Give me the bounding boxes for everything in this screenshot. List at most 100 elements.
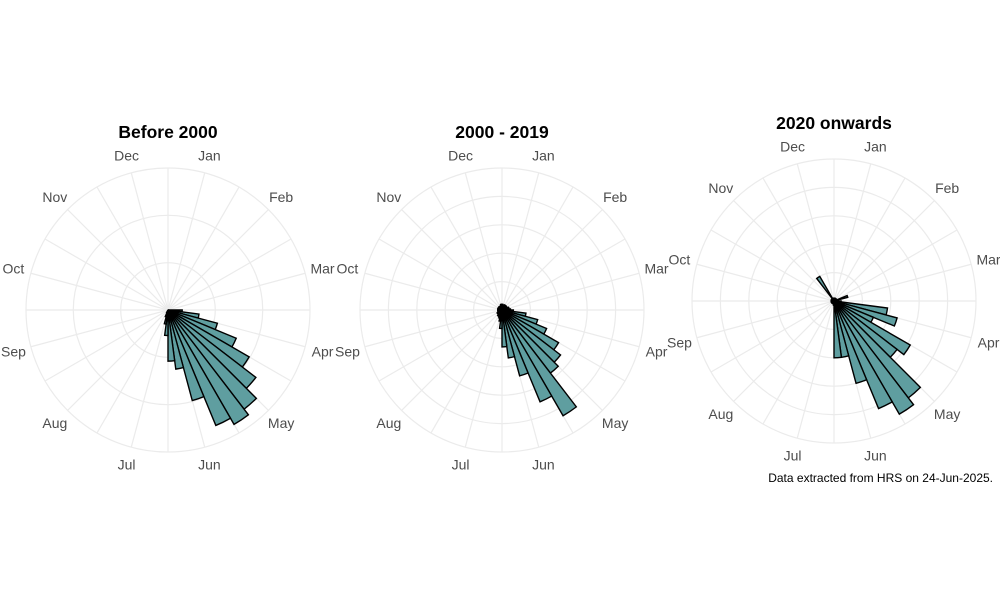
chart-panel-before-2000: Before 2000 Jan Feb Mar Apr May Jun Jul Aug Sep Oc… xyxy=(1,122,335,473)
grid-spoke xyxy=(167,209,269,311)
grid-spoke xyxy=(167,238,292,311)
month-label: Oct xyxy=(3,261,25,277)
bar-19 xyxy=(501,309,578,417)
month-label: Jan xyxy=(532,147,555,163)
chart-panel-2000-2019: 2000 - 2019 Jan Feb Mar Apr May Jun Jul Aug Sep Oc… xyxy=(335,122,669,473)
bar-16 xyxy=(833,300,912,356)
month-label: Jul xyxy=(452,457,470,473)
month-label: Apr xyxy=(978,334,1000,350)
month-label: Nov xyxy=(708,180,733,196)
month-label: Sep xyxy=(1,343,26,359)
month-label: Feb xyxy=(935,180,959,196)
bar-19 xyxy=(833,300,915,416)
bar-20 xyxy=(167,309,232,427)
month-label: Aug xyxy=(42,415,67,431)
grid-spoke xyxy=(796,300,835,439)
grid-spoke xyxy=(430,186,503,311)
month-label: Aug xyxy=(376,415,401,431)
grid-spoke xyxy=(796,163,835,302)
bar-21 xyxy=(501,309,529,377)
grid-spoke xyxy=(501,209,603,311)
month-label: Mar xyxy=(310,261,334,277)
bar-27 xyxy=(165,309,169,314)
bar-21 xyxy=(167,309,205,402)
bar-22 xyxy=(501,309,516,359)
grid-spoke xyxy=(501,238,626,311)
bar-23 xyxy=(833,300,843,359)
month-label: Feb xyxy=(603,189,627,205)
month-label: Oct xyxy=(669,252,691,268)
grid-spoke xyxy=(364,272,503,311)
grid-spoke xyxy=(733,200,835,302)
bar-23 xyxy=(501,309,508,348)
grid-spoke xyxy=(464,309,503,448)
grid-spoke xyxy=(67,209,169,311)
grid-spoke xyxy=(833,177,906,302)
month-label: Jul xyxy=(784,448,802,464)
month-label: Dec xyxy=(114,147,139,163)
chart-title: 2000 - 2019 xyxy=(455,122,549,142)
bar-19 xyxy=(167,309,250,426)
grid-spoke xyxy=(44,309,169,382)
grid-spoke xyxy=(167,272,306,311)
bar-43 xyxy=(815,275,835,302)
bar-21 xyxy=(833,300,868,385)
grid-spoke xyxy=(501,272,640,311)
grid-spoke xyxy=(833,163,872,302)
grid-spoke xyxy=(833,229,958,302)
grid-spoke xyxy=(378,238,503,311)
grid-spoke xyxy=(30,272,169,311)
month-label: Nov xyxy=(376,189,401,205)
grid-spoke xyxy=(501,172,540,311)
grid-spoke xyxy=(44,238,169,311)
month-label: Oct xyxy=(337,261,359,277)
month-label: Dec xyxy=(448,147,473,163)
month-label: Nov xyxy=(42,189,67,205)
month-label: May xyxy=(602,415,628,431)
grid-spoke xyxy=(464,172,503,311)
grid-spoke xyxy=(501,186,574,311)
grid-spoke xyxy=(833,263,972,302)
grid-spoke xyxy=(130,172,169,311)
bar-20 xyxy=(833,300,894,410)
month-label: Jan xyxy=(864,138,887,154)
grid-spoke xyxy=(364,309,503,348)
month-label: Dec xyxy=(780,138,805,154)
grid-spoke xyxy=(710,229,835,302)
grid-spoke xyxy=(96,186,169,311)
grid-spoke xyxy=(378,309,503,382)
month-label: Aug xyxy=(708,406,733,422)
bar-47 xyxy=(500,303,503,311)
month-label: May xyxy=(268,415,294,431)
bar-23 xyxy=(167,309,176,362)
month-label: Mar xyxy=(976,252,1000,268)
grid-spoke xyxy=(401,209,503,311)
month-label: Feb xyxy=(269,189,293,205)
grid-spoke xyxy=(762,300,835,425)
bar-22 xyxy=(167,309,185,370)
chart-title: Before 2000 xyxy=(118,122,217,142)
grid-spoke xyxy=(167,186,240,311)
grid-spoke xyxy=(167,172,206,311)
grid-spoke xyxy=(30,309,169,348)
month-label: Jun xyxy=(532,457,555,473)
month-label: Sep xyxy=(335,343,360,359)
month-label: May xyxy=(934,406,960,422)
grid-spoke xyxy=(67,309,169,411)
grid-spoke xyxy=(696,300,835,339)
month-label: Sep xyxy=(667,334,692,350)
grid-spoke xyxy=(96,309,169,434)
month-label: Jun xyxy=(864,448,887,464)
grid-spoke xyxy=(430,309,503,434)
chart-panel-2020-onwards: 2020 onwards Jan Feb Mar Apr May Jun Jul Aug Sep O… xyxy=(667,113,1000,464)
grid-spoke xyxy=(401,309,503,411)
grid-spoke xyxy=(733,300,835,402)
grid-spoke xyxy=(696,263,835,302)
grid-spoke xyxy=(130,309,169,448)
bar-20 xyxy=(501,309,553,403)
month-label: Mar xyxy=(644,261,668,277)
month-label: Jul xyxy=(118,457,136,473)
grid-spoke xyxy=(833,200,935,302)
